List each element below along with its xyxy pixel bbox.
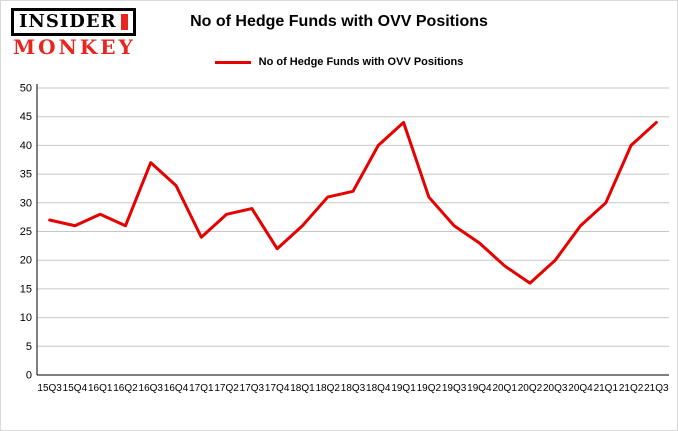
x-tick-label: 18Q4 <box>366 383 391 394</box>
chart-header: INSIDER MONKEY No of Hedge Funds with OV… <box>1 1 677 81</box>
line-chart: 0 5 10 15 20 25 30 35 40 45 50 15Q3 15Q4 16Q1 16Q2 16Q3… <box>20 83 669 395</box>
x-tick-label: 19Q3 <box>442 383 467 394</box>
x-tick-label: 19Q2 <box>417 383 442 394</box>
logo-box: INSIDER <box>11 8 136 36</box>
x-tick-label: 20Q1 <box>492 383 517 394</box>
logo-text-monkey: MONKEY <box>13 35 136 59</box>
y-tick-label: 40 <box>20 140 32 152</box>
legend-label: No of Hedge Funds with OVV Positions <box>258 56 464 68</box>
logo-text-insider: INSIDER <box>19 11 117 32</box>
y-tick-label: 0 <box>26 370 32 382</box>
x-tick-label: 16Q2 <box>113 383 138 394</box>
y-tick-label: 30 <box>20 197 32 209</box>
y-tick-label: 45 <box>20 111 32 123</box>
x-tick-label: 21Q1 <box>594 383 619 394</box>
legend-line-swatch <box>214 60 251 64</box>
legend: No of Hedge Funds with OVV Positions <box>1 56 677 68</box>
chart-title: No of Hedge Funds with OVV Positions <box>190 13 488 30</box>
x-tick-label: 20Q2 <box>518 383 543 394</box>
y-tick-label: 5 <box>26 341 32 353</box>
x-tick-label: 20Q3 <box>543 383 568 394</box>
y-tick-label: 25 <box>20 226 32 238</box>
x-tick-label: 20Q4 <box>568 383 593 394</box>
x-tick-label: 15Q4 <box>63 383 88 394</box>
x-tick-label: 16Q3 <box>139 383 164 394</box>
x-tick-label: 21Q2 <box>619 383 644 394</box>
x-tick-label: 18Q1 <box>290 383 315 394</box>
series-line <box>48 120 658 285</box>
y-tick-label: 50 <box>20 83 32 95</box>
x-tick-label: 17Q2 <box>214 383 239 394</box>
x-tick-label: 16Q4 <box>164 383 189 394</box>
y-tick-label: 15 <box>20 283 32 295</box>
x-tick-label: 17Q3 <box>240 383 265 394</box>
x-tick-label: 15Q3 <box>37 383 62 394</box>
x-tick-label: 17Q1 <box>189 383 214 394</box>
x-tick-label: 19Q4 <box>467 383 492 394</box>
y-tick-label: 35 <box>20 169 32 181</box>
x-tick-label: 18Q3 <box>341 383 366 394</box>
x-tick-label: 19Q1 <box>391 383 416 394</box>
x-tick-label: 16Q1 <box>88 383 113 394</box>
insider-monkey-logo: INSIDER MONKEY <box>11 8 136 57</box>
x-tick-label: 21Q3 <box>644 383 669 394</box>
y-tick-label: 20 <box>20 255 32 267</box>
logo-cursor-block <box>120 14 128 30</box>
y-tick-label: 10 <box>20 312 32 324</box>
x-tick-label: 18Q2 <box>315 383 340 394</box>
x-tick-label: 17Q4 <box>265 383 290 394</box>
